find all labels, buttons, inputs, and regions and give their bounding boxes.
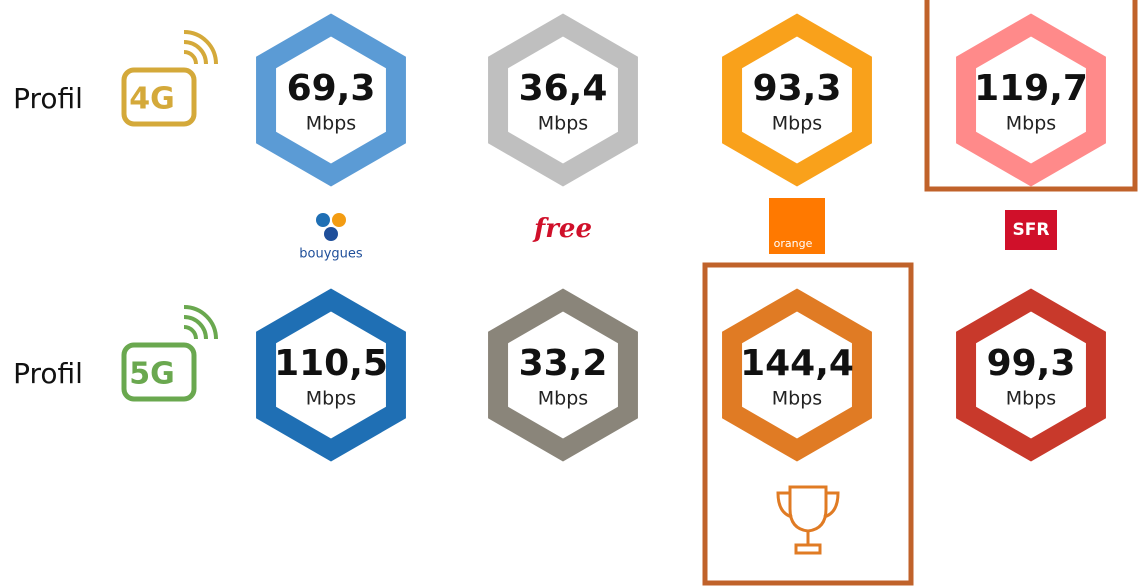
hexagon: [488, 13, 638, 187]
logo-mark: [316, 213, 330, 227]
highlight-box: [924, 0, 1138, 192]
signal-arc: [183, 40, 208, 65]
speed-unit: Mbps: [772, 388, 822, 410]
logo-mark: [332, 213, 346, 227]
row-label: Profil: [13, 82, 83, 115]
hexagon: [956, 13, 1106, 187]
hexagon: [256, 288, 406, 462]
highlight-box: [702, 262, 914, 586]
speed-value: 144,4: [740, 343, 854, 384]
logo-mark: [324, 227, 338, 241]
badge-text: 4G: [129, 82, 175, 117]
signal-arc: [183, 50, 198, 65]
hexagon: [256, 13, 406, 187]
signal-arc: [183, 315, 208, 340]
speed-value: 36,4: [519, 68, 608, 109]
speed-unit: Mbps: [772, 113, 822, 135]
signal-arc: [183, 30, 218, 65]
hexagon: [722, 288, 872, 462]
hexagon: [956, 288, 1106, 462]
trophy-icon: [776, 485, 840, 555]
operator-name: free: [532, 214, 592, 244]
hexagon: [488, 288, 638, 462]
speed-unit: Mbps: [538, 113, 588, 135]
badge-frame: [121, 67, 197, 127]
operator-name: orange: [774, 237, 813, 250]
badge-frame: [121, 342, 197, 402]
badge-text: 5G: [129, 357, 175, 392]
speed-unit: Mbps: [538, 388, 588, 410]
speed-unit: Mbps: [1006, 113, 1056, 135]
speed-value: 33,2: [519, 343, 608, 384]
speed-value: 110,5: [274, 343, 388, 384]
row-label: Profil: [13, 357, 83, 390]
signal-arc: [183, 325, 198, 340]
speed-value: 119,7: [974, 68, 1088, 109]
speed-unit: Mbps: [306, 113, 356, 135]
speed-value: 99,3: [987, 343, 1076, 384]
speed-unit: Mbps: [1006, 388, 1056, 410]
network-badge: 4G: [121, 30, 218, 127]
hexagon: [722, 13, 872, 187]
speed-value: 93,3: [753, 68, 842, 109]
logo-bg: [769, 198, 825, 254]
operator-name: SFR: [1013, 220, 1050, 240]
speed-value: 69,3: [287, 68, 376, 109]
signal-arc: [183, 305, 218, 340]
operator-name: bouygues: [299, 247, 363, 262]
network-badge: 5G: [121, 305, 218, 402]
speed-unit: Mbps: [306, 388, 356, 410]
logo-bg: [1005, 210, 1057, 250]
